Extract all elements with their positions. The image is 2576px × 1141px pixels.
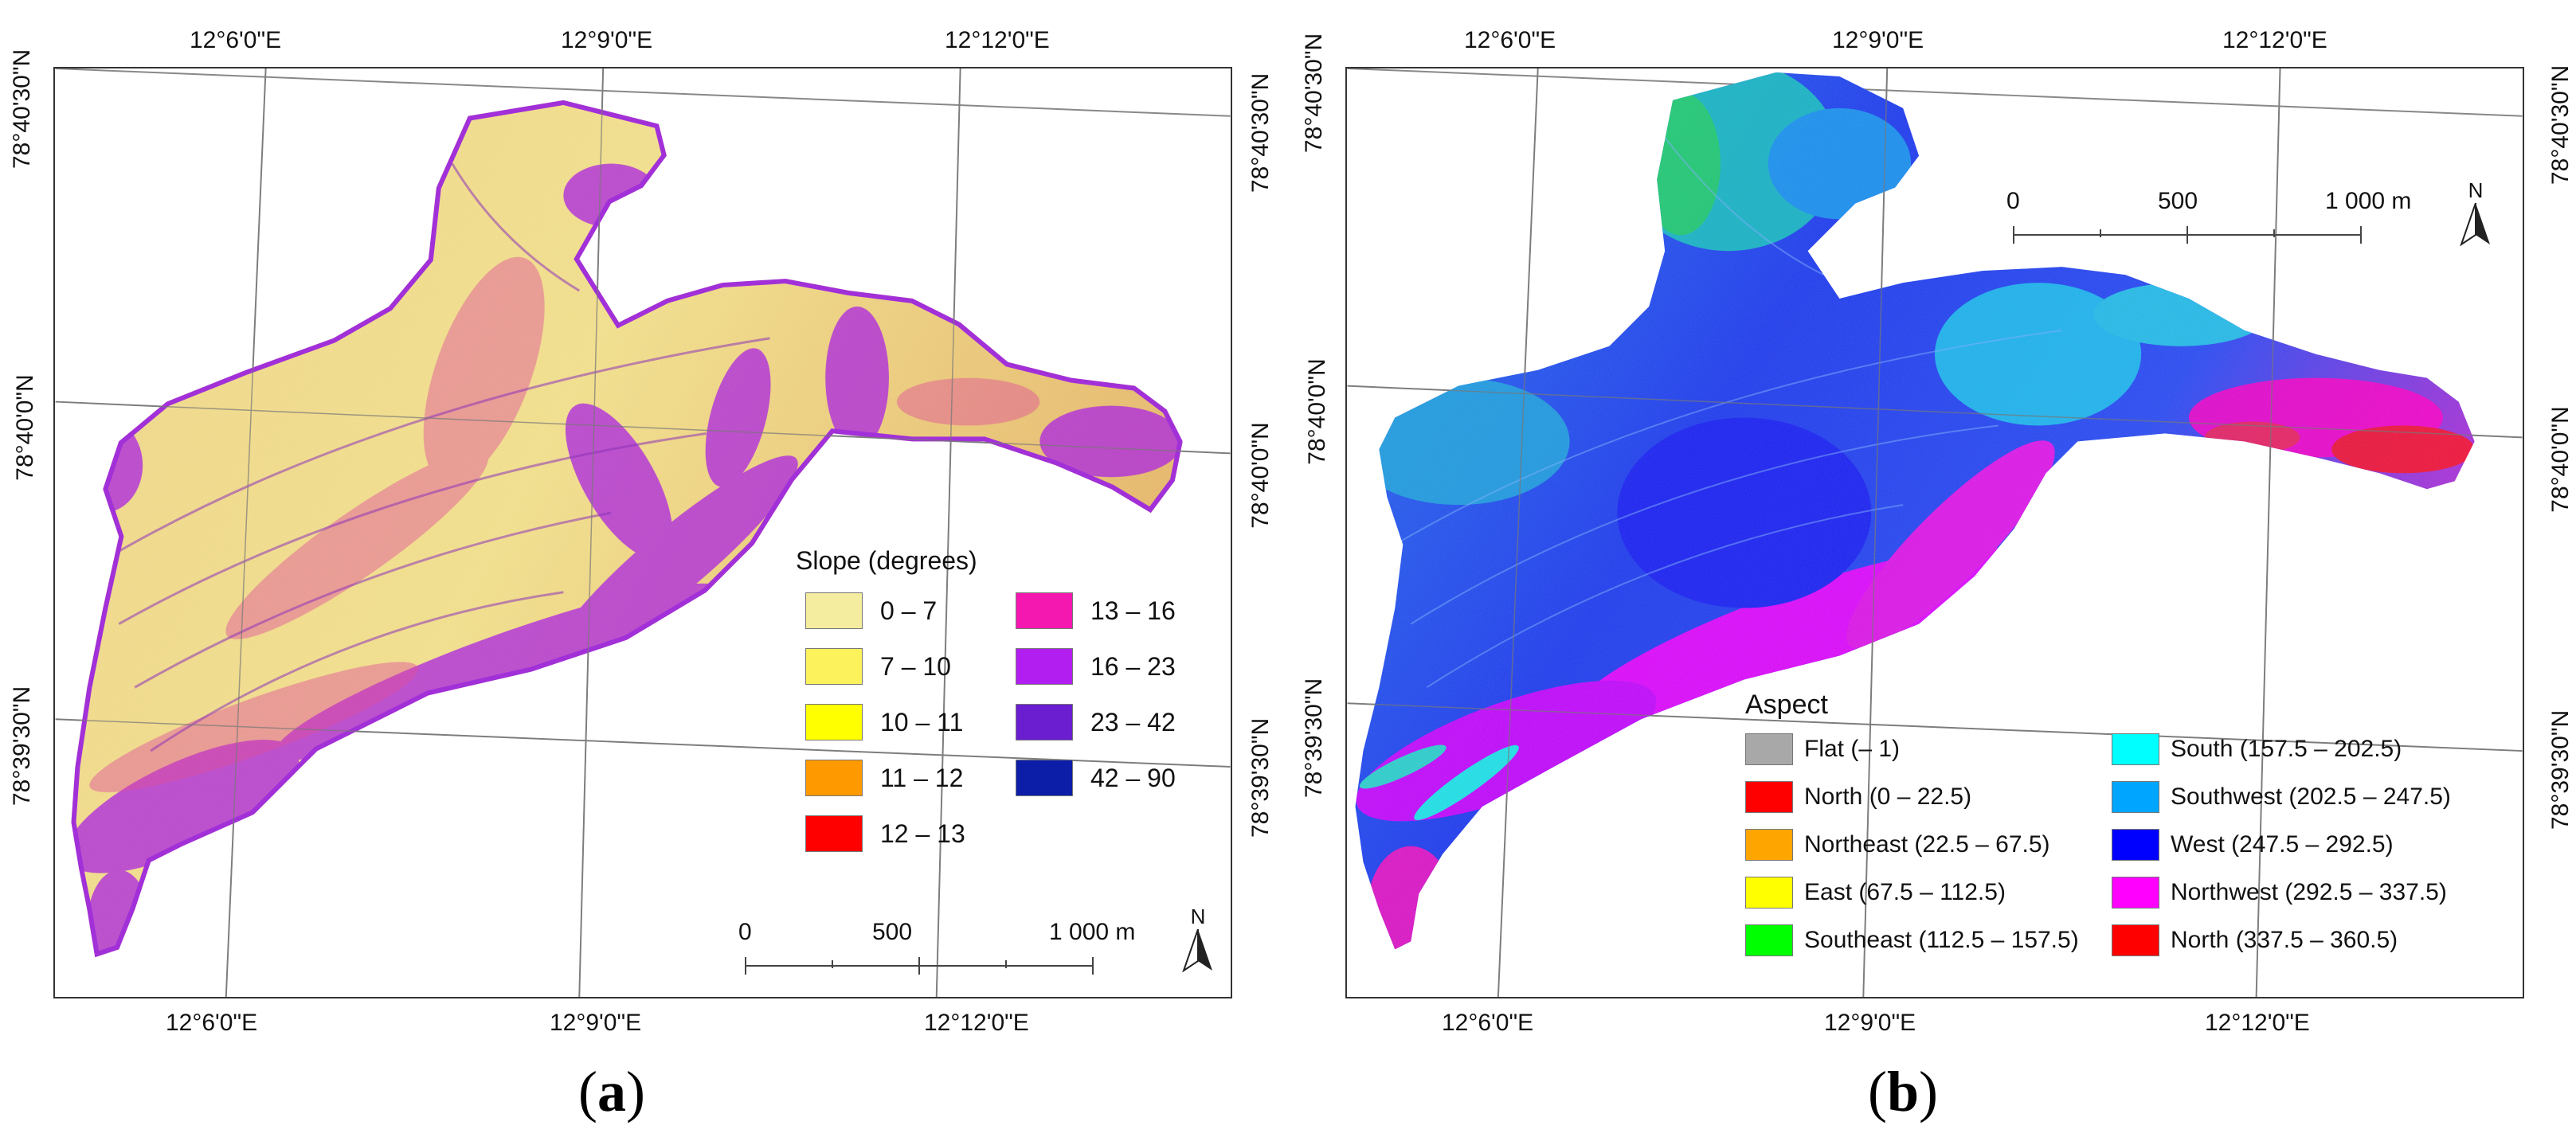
legend-swatch: [2112, 924, 2159, 956]
north-arrow-icon: [2460, 202, 2490, 247]
legend-item: South (157.5 – 202.5): [2112, 733, 2402, 765]
coord-left-3: 78°39'30"N: [9, 686, 35, 806]
legend-swatch: [1016, 648, 1073, 685]
legend-item: 13 – 16: [1016, 592, 1176, 629]
coord-left-2: 78°40'0"N: [12, 374, 38, 481]
legend-swatch: [1745, 781, 1793, 813]
coord-right-2: 78°40'0"N: [2547, 406, 2574, 513]
legend-swatch: [1745, 733, 1793, 765]
scale-label: 500: [872, 919, 913, 945]
legend-item: Northeast (22.5 – 67.5): [1745, 829, 2050, 861]
coord-left-2: 78°40'0"N: [1304, 358, 1330, 465]
coord-top-2: 12°9'0"E: [1832, 27, 1924, 53]
coord-bottom-3: 12°12'0"E: [2205, 1010, 2310, 1036]
legend-item: North (0 – 22.5): [1745, 781, 1971, 813]
legend-item: 10 – 11: [805, 704, 963, 740]
legend-item: Southeast (112.5 – 157.5): [1745, 924, 2079, 956]
scale-bar: 0 500 1 000 m: [738, 919, 1153, 983]
legend-swatch: [1745, 877, 1793, 909]
coord-right-1: 78°40'30"N: [2547, 64, 2574, 185]
legend-swatch: [2112, 781, 2159, 813]
legend-item: Northwest (292.5 – 337.5): [2112, 877, 2447, 909]
scale-label: 500: [2158, 188, 2198, 214]
legend-item: 23 – 42: [1016, 704, 1176, 740]
coord-top-1: 12°6'0"E: [1464, 27, 1556, 53]
scale-label: 0: [738, 919, 752, 945]
legend-item: 42 – 90: [1016, 760, 1176, 796]
coord-bottom-3: 12°12'0"E: [924, 1010, 1029, 1036]
aspect-legend: Aspect Flat (– 1) North (0 – 22.5) North…: [1729, 690, 2523, 992]
legend-swatch: [805, 592, 863, 629]
north-arrow: N: [2456, 178, 2496, 247]
coord-right-2: 78°40'0"N: [1247, 422, 1274, 529]
legend-swatch: [805, 648, 863, 685]
legend-item: 11 – 12: [805, 760, 963, 796]
legend-title: Slope (degrees): [796, 546, 977, 575]
legend-item: East (67.5 – 112.5): [1745, 877, 2006, 909]
scale-label: 1 000 m: [2325, 188, 2412, 214]
legend-item: 16 – 23: [1016, 648, 1176, 685]
slope-legend: Slope (degrees) 0 – 7 7 – 10 10 – 11 11 …: [796, 546, 1210, 881]
scale-bar: 0 500 1 000 m: [2006, 188, 2421, 252]
slope-map: [55, 68, 1231, 997]
panel-label-a: (a): [578, 1060, 645, 1123]
legend-item: Flat (– 1): [1745, 733, 1900, 765]
coord-left-1: 78°40'30"N: [1301, 33, 1327, 153]
coord-left-3: 78°39'30"N: [1301, 678, 1327, 798]
coord-bottom-2: 12°9'0"E: [550, 1010, 642, 1036]
legend-title: Aspect: [1745, 690, 1828, 720]
north-arrow: N: [1178, 905, 1218, 973]
legend-swatch: [1745, 829, 1793, 861]
legend-swatch: [805, 760, 863, 796]
legend-item: 12 – 13: [805, 815, 965, 852]
legend-swatch: [1016, 592, 1073, 629]
legend-item: West (247.5 – 292.5): [2112, 829, 2394, 861]
legend-item: Southwest (202.5 – 247.5): [2112, 781, 2451, 813]
aspect-map: [1347, 68, 2523, 997]
legend-item: 0 – 7: [805, 592, 937, 629]
north-arrow-icon: [1182, 928, 1212, 973]
legend-swatch: [2112, 733, 2159, 765]
coord-bottom-2: 12°9'0"E: [1824, 1010, 1916, 1036]
coord-right-3: 78°39'30"N: [2547, 709, 2574, 830]
panel-label-b: (b): [1868, 1060, 1939, 1123]
coord-top-3: 12°12'0"E: [2222, 27, 2327, 53]
legend-swatch: [1016, 760, 1073, 796]
legend-swatch: [1016, 704, 1073, 740]
coord-left-1: 78°40'30"N: [9, 49, 35, 169]
coord-top-2: 12°9'0"E: [561, 27, 653, 53]
coord-top-3: 12°12'0"E: [945, 27, 1050, 53]
coord-top-1: 12°6'0"E: [190, 27, 282, 53]
coord-bottom-1: 12°6'0"E: [166, 1010, 258, 1036]
legend-swatch: [805, 815, 863, 852]
legend-swatch: [1745, 924, 1793, 956]
aspect-map-panel: 0 500 1 000 m N Aspect Flat (– 1) North …: [1345, 67, 2524, 998]
scale-label: 0: [2006, 188, 2020, 214]
coord-right-3: 78°39'30"N: [1247, 717, 1274, 838]
legend-item: North (337.5 – 360.5): [2112, 924, 2398, 956]
legend-swatch: [805, 704, 863, 740]
scale-label: 1 000 m: [1049, 919, 1136, 945]
legend-swatch: [2112, 877, 2159, 909]
legend-item: 7 – 10: [805, 648, 951, 685]
coord-bottom-1: 12°6'0"E: [1442, 1010, 1534, 1036]
coord-right-1: 78°40'30"N: [1247, 72, 1274, 193]
legend-swatch: [2112, 829, 2159, 861]
slope-map-panel: Slope (degrees) 0 – 7 7 – 10 10 – 11 11 …: [53, 67, 1232, 998]
